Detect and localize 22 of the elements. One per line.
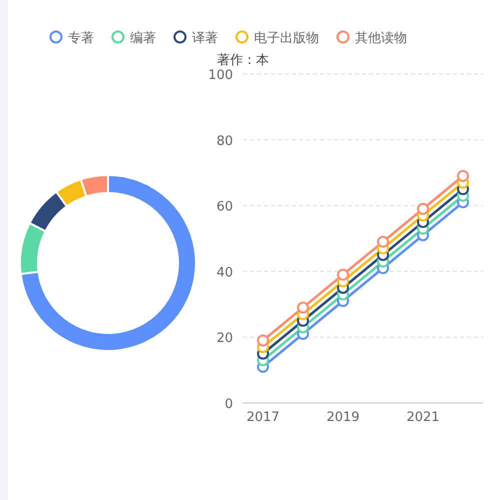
x-tick-label: 2021 [406,410,440,425]
legend-label: 专著 [68,31,94,46]
x-tick-label: 2019 [326,410,360,425]
y-tick-label: 60 [216,200,233,215]
y-tick-label: 0 [224,397,233,412]
y-tick-label: 20 [216,331,233,346]
y-tick-label: 100 [208,68,233,83]
point [457,170,469,182]
point [377,236,389,248]
legend-label: 其他读物 [355,31,407,46]
legend-label: 电子出版物 [254,31,319,46]
y-axis-title: 著作：本 [217,53,269,68]
y-tick-label: 80 [216,134,233,149]
point [297,302,309,314]
x-tick-label: 2017 [246,410,280,425]
donut-slice [20,174,197,352]
point [257,334,269,346]
legend-label: 译著 [192,31,218,46]
point [337,268,349,281]
y-tick-label: 40 [216,265,233,280]
point [417,202,429,215]
legend-label: 编著 [130,31,156,46]
